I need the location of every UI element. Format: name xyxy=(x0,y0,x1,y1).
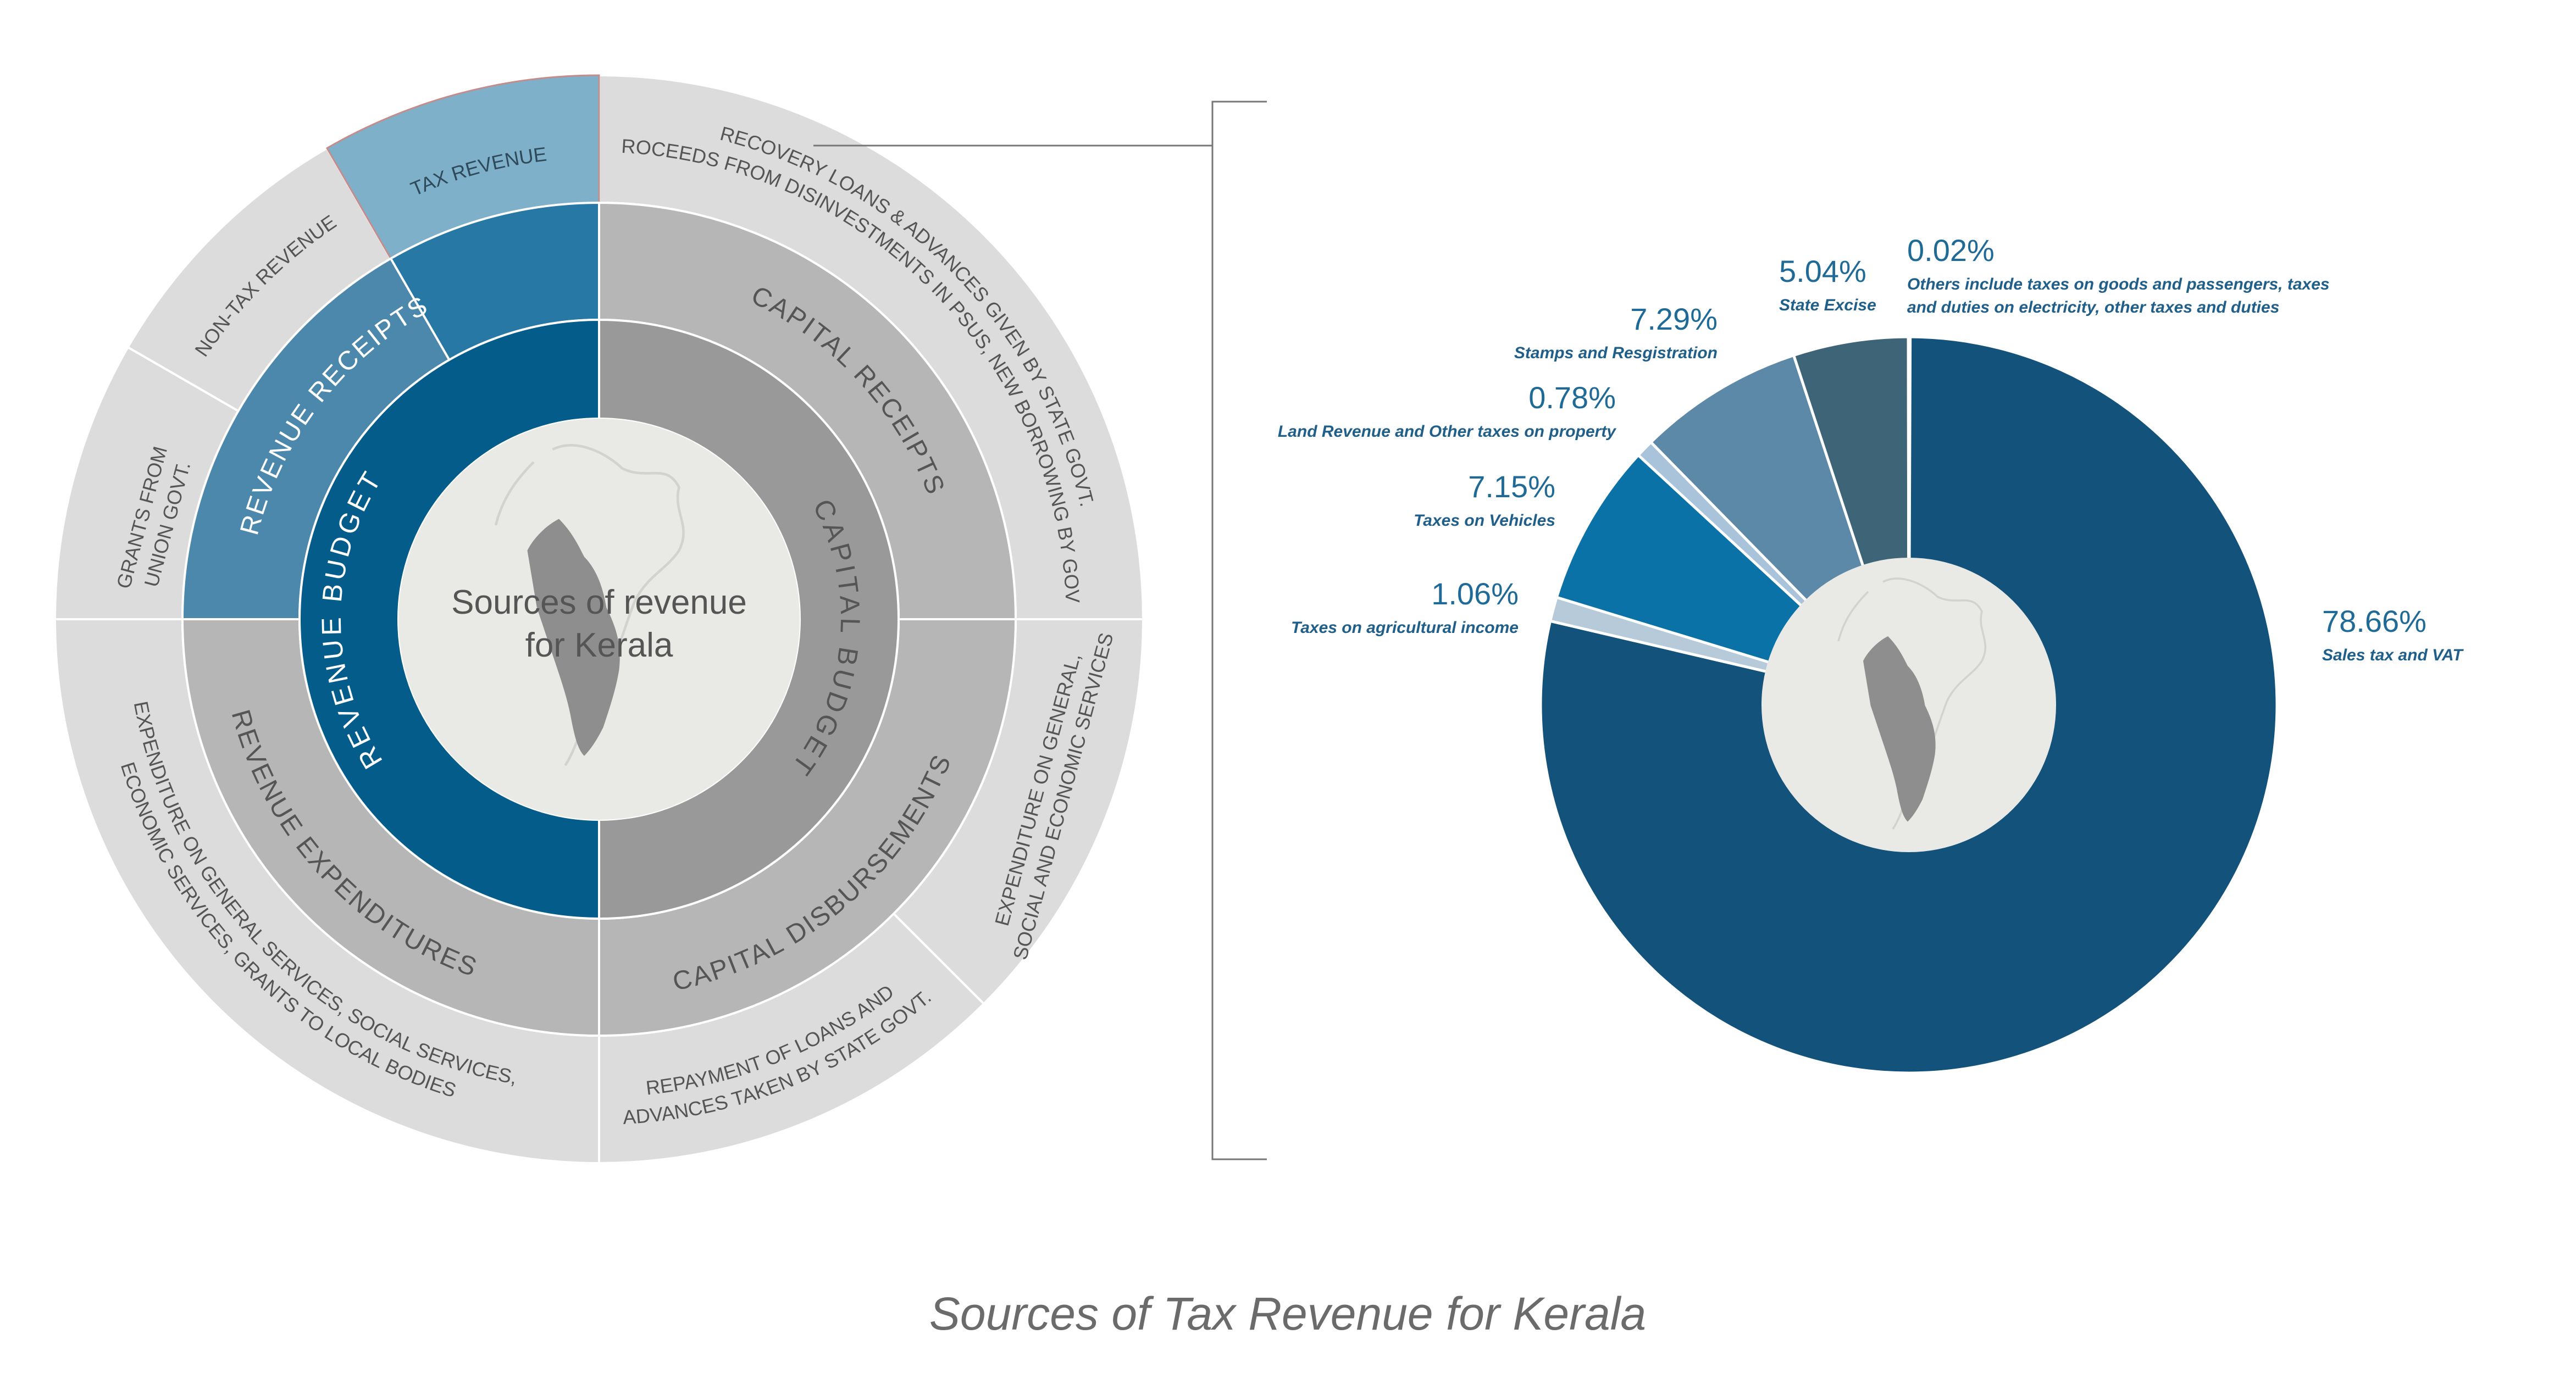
tax-revenue-labels: 78.66% Sales tax and VAT 1.06% Taxes on agr… xyxy=(1278,233,2464,664)
pie-category-label-6: Others include taxes on goods and passen… xyxy=(1907,275,2330,316)
bracket xyxy=(1211,101,1267,1160)
tax-revenue-connector xyxy=(813,101,1267,1160)
tax-revenue-donut-chart xyxy=(1539,335,2279,1075)
pie-category-label-1: Taxes on agricultural income xyxy=(1291,619,1519,637)
pie-value-label-5: 5.04% xyxy=(1779,254,1866,288)
pie-value-label-3: 0.78% xyxy=(1528,380,1616,415)
kerala-map-icon xyxy=(494,444,685,766)
pie-category-label-2: Taxes on Vehicles xyxy=(1414,512,1555,530)
pie-value-label-6: 0.02% xyxy=(1907,233,1995,268)
pie-category-label-3: Land Revenue and Other taxes on property xyxy=(1278,423,1616,441)
chart-caption: Sources of Tax Revenue for Kerala xyxy=(929,1288,1646,1339)
pie-category-label-0: Sales tax and VAT xyxy=(2322,646,2464,664)
pie-value-label-1: 1.06% xyxy=(1431,576,1519,611)
pie-value-label-0: 78.66% xyxy=(2322,604,2427,638)
pie-category-label-5: State Excise xyxy=(1779,296,1876,314)
pie-value-label-2: 7.15% xyxy=(1468,469,1555,504)
pie-value-label-4: 7.29% xyxy=(1630,302,1718,336)
center-title: Sources of revenue for Kerala xyxy=(451,583,747,664)
kerala-map-small-icon xyxy=(1837,577,1987,830)
pie-category-label-4: Stamps and Resgistration xyxy=(1514,344,1718,362)
inner-segment-revenue-budget xyxy=(298,318,600,920)
